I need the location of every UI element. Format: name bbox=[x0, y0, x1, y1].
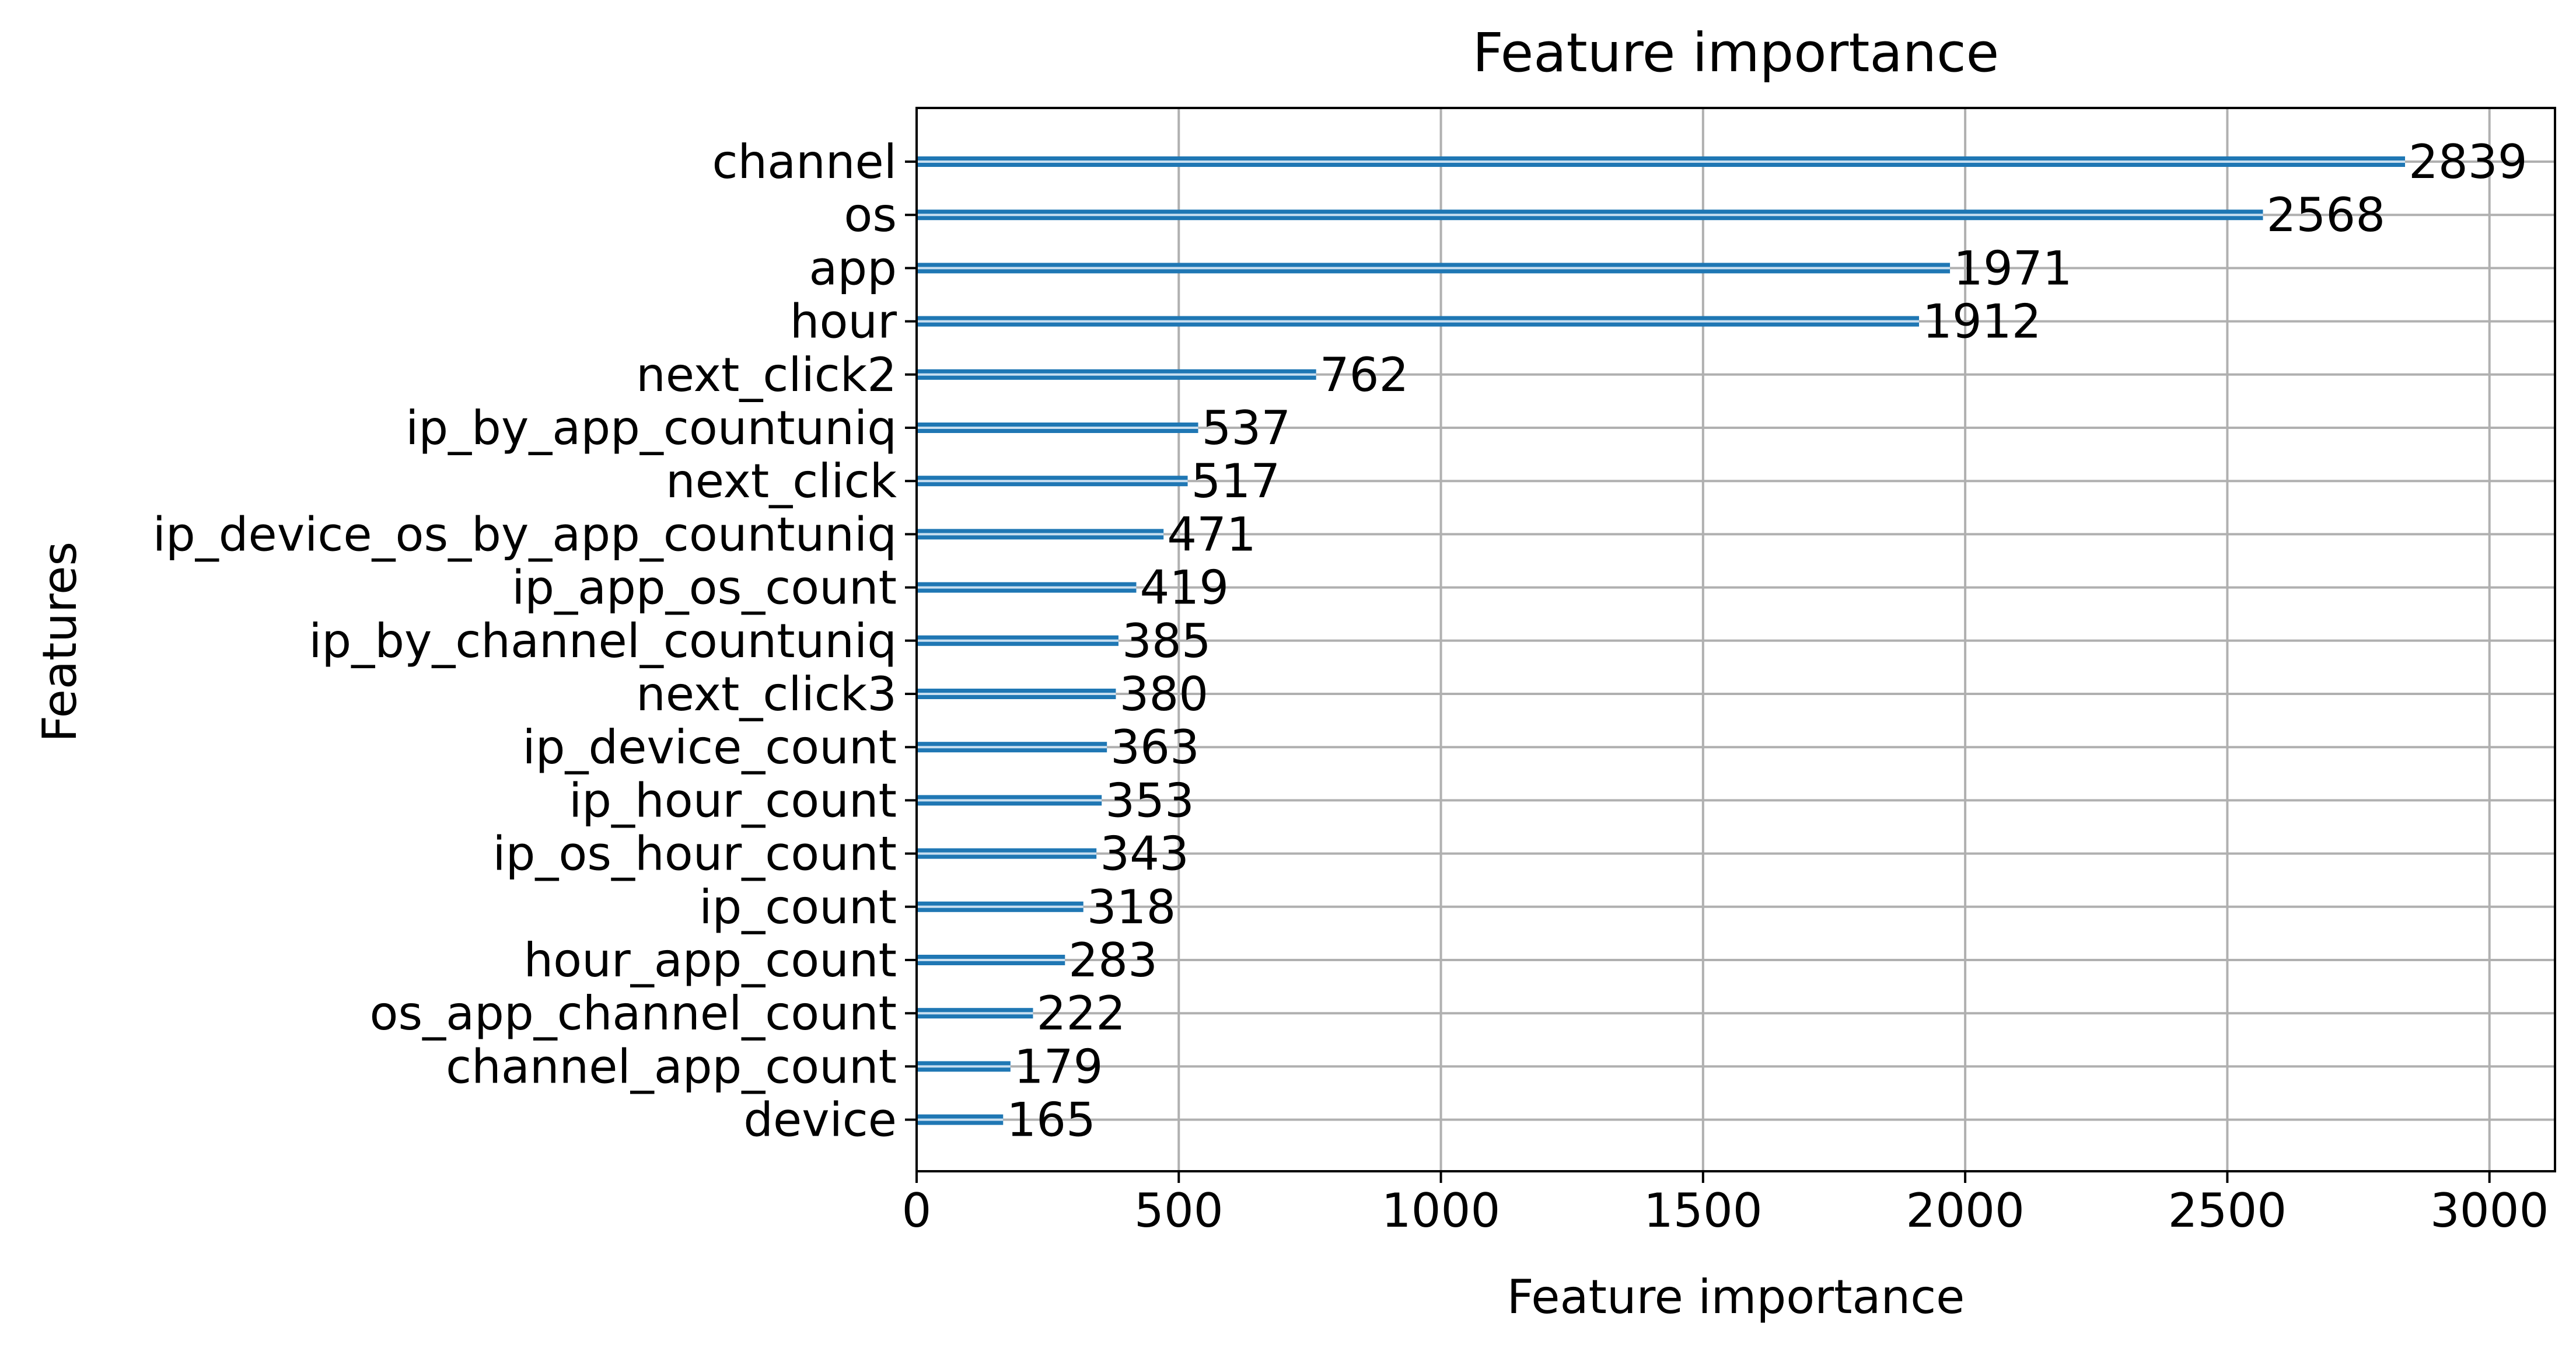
x-tick-label: 1000 bbox=[1382, 1184, 1501, 1238]
y-tick-label: os bbox=[844, 188, 897, 242]
y-tick-label: device bbox=[743, 1093, 897, 1147]
bar-value-label: 419 bbox=[1140, 561, 1229, 615]
x-tick-label: 0 bbox=[902, 1184, 932, 1238]
y-tick-label: next_click2 bbox=[636, 348, 897, 402]
bar-value-label: 537 bbox=[1202, 401, 1291, 455]
y-tick-label: channel_app_count bbox=[446, 1039, 897, 1094]
bar-value-label: 517 bbox=[1191, 454, 1281, 508]
bar-value-label: 762 bbox=[1320, 348, 1409, 402]
bar-value-label: 1912 bbox=[1923, 295, 2042, 349]
bar-value-label: 165 bbox=[1006, 1093, 1096, 1147]
y-tick-label: ip_device_count bbox=[523, 720, 897, 774]
y-tick-label: ip_os_hour_count bbox=[492, 827, 897, 881]
x-tick-label: 2000 bbox=[1906, 1184, 2025, 1238]
bar-value-label: 179 bbox=[1014, 1039, 1103, 1094]
y-tick-label: ip_hour_count bbox=[569, 773, 897, 828]
y-axis-ticks: channelosapphournext_click2ip_by_app_cou… bbox=[153, 135, 917, 1147]
y-tick-label: ip_app_os_count bbox=[512, 561, 897, 615]
y-tick-label: next_click bbox=[666, 454, 897, 508]
bar-value-label: 2568 bbox=[2267, 188, 2386, 242]
y-tick-label: channel bbox=[712, 135, 897, 189]
y-tick-label: next_click3 bbox=[636, 667, 897, 721]
bar-value-label: 283 bbox=[1068, 933, 1158, 987]
x-tick-label: 500 bbox=[1134, 1184, 1224, 1238]
bar-value-label: 1971 bbox=[1953, 241, 2072, 295]
bar-value-label: 222 bbox=[1036, 986, 1126, 1041]
bar-layer bbox=[917, 156, 2406, 1125]
y-axis-label: Features bbox=[33, 542, 87, 742]
x-tick-label: 3000 bbox=[2430, 1184, 2549, 1238]
bar-value-label: 471 bbox=[1167, 507, 1256, 561]
y-tick-label: ip_count bbox=[699, 880, 897, 934]
bar-value-label: 380 bbox=[1119, 667, 1208, 721]
x-axis-label: Feature importance bbox=[1507, 1270, 1965, 1324]
x-axis-ticks: 0 500 1000 1500 2000 2500 3000 bbox=[902, 1171, 2549, 1238]
chart-title: Feature importance bbox=[1473, 22, 2000, 84]
bar-value-label: 343 bbox=[1100, 827, 1189, 881]
y-tick-label: os_app_channel_count bbox=[370, 986, 897, 1041]
y-tick-label: hour_app_count bbox=[523, 933, 897, 987]
bar-value-label: 385 bbox=[1122, 614, 1211, 668]
bar-value-label: 318 bbox=[1087, 880, 1176, 934]
x-tick-label: 1500 bbox=[1644, 1184, 1763, 1238]
y-tick-label: app bbox=[809, 241, 897, 295]
x-tick-label: 2500 bbox=[2168, 1184, 2287, 1238]
bar-value-label: 2839 bbox=[2409, 135, 2528, 189]
y-tick-label: ip_device_os_by_app_countuniq bbox=[153, 507, 897, 561]
bar-value-label: 363 bbox=[1110, 720, 1200, 774]
y-tick-label: hour bbox=[790, 295, 897, 349]
bar-value-label: 353 bbox=[1105, 773, 1194, 828]
y-tick-label: ip_by_app_countuniq bbox=[406, 401, 897, 455]
y-tick-label: ip_by_channel_countuniq bbox=[309, 614, 897, 668]
